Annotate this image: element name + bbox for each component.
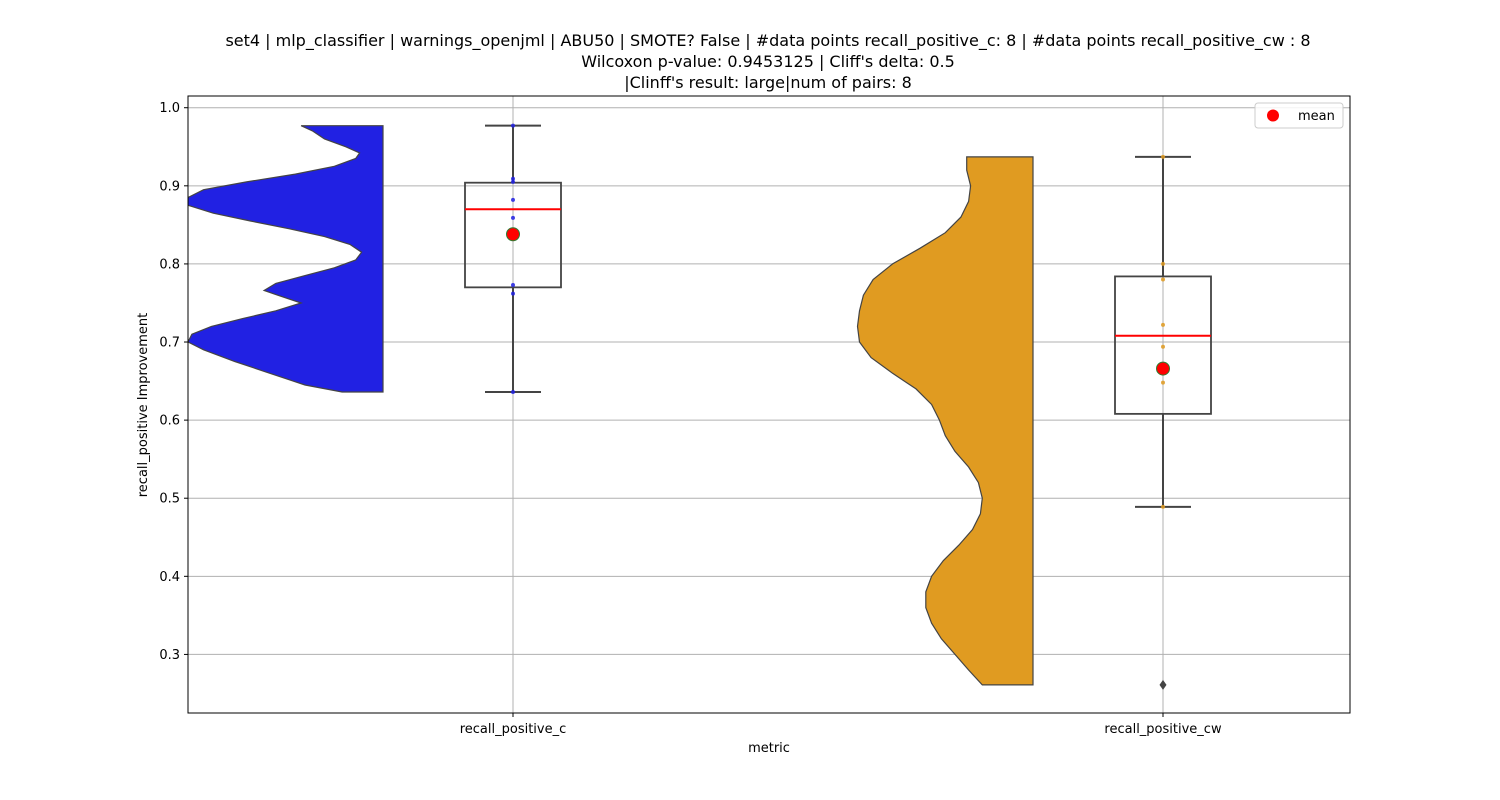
x-tick-label: recall_positive_c — [460, 722, 567, 737]
data-point — [1161, 504, 1165, 509]
legend-mean-marker — [1267, 109, 1279, 122]
y-tick-label: 0.9 — [159, 179, 180, 194]
data-point — [511, 215, 515, 220]
iqr-box — [1114, 275, 1212, 415]
data-point — [511, 291, 515, 296]
y-tick-label: 0.4 — [159, 570, 180, 585]
data-points — [506, 123, 1170, 690]
y-tick-label: 0.6 — [159, 414, 180, 429]
axis-ticks: 0.3 0.4 0.5 0.6 0.7 0.8 0.9 1.0 recall_positive_… — [159, 101, 1222, 737]
mean-marker — [1156, 361, 1170, 376]
plot-area-frame — [187, 95, 1351, 714]
data-point — [1161, 261, 1165, 266]
mean-marker — [506, 227, 520, 242]
violin-recall_positive_c — [188, 125, 384, 393]
data-point — [1161, 277, 1165, 282]
y-tick-label: 1.0 — [159, 101, 180, 116]
y-tick-label: 0.8 — [159, 257, 180, 272]
violin-recall_positive_cw — [856, 156, 1034, 686]
chart-title-line-3: |Clinff's result: large|num of pairs: 8 — [624, 73, 912, 92]
chart-title-line-1: set4 | mlp_classifier | warnings_openjml… — [225, 31, 1310, 51]
chart-title-line-2: Wilcoxon p-value: 0.9453125 | Cliff's de… — [581, 52, 955, 71]
data-point — [1161, 344, 1165, 349]
box-plots — [464, 124, 1212, 508]
legend: mean — [1254, 102, 1344, 129]
data-point — [1161, 154, 1165, 159]
data-point — [1161, 322, 1165, 327]
x-axis-label: metric — [748, 741, 790, 756]
data-point — [1161, 380, 1165, 385]
outlier-marker — [1159, 679, 1167, 690]
legend-mean-label: mean — [1298, 109, 1335, 124]
x-tick-label: recall_positive_cw — [1104, 722, 1222, 737]
y-tick-label: 0.5 — [159, 492, 180, 507]
y-tick-label: 0.3 — [159, 648, 180, 663]
data-point — [511, 123, 515, 128]
data-point — [511, 283, 515, 288]
data-point — [511, 197, 515, 202]
y-axis-label: recall_positive Improvement — [136, 313, 151, 497]
legend-box — [1254, 102, 1344, 129]
y-tick-label: 0.7 — [159, 336, 180, 351]
data-point — [511, 390, 515, 395]
chart-title: set4 | mlp_classifier | warnings_openjml… — [225, 31, 1310, 92]
data-point — [511, 179, 515, 184]
violins — [188, 125, 1034, 686]
data-point — [511, 176, 515, 181]
